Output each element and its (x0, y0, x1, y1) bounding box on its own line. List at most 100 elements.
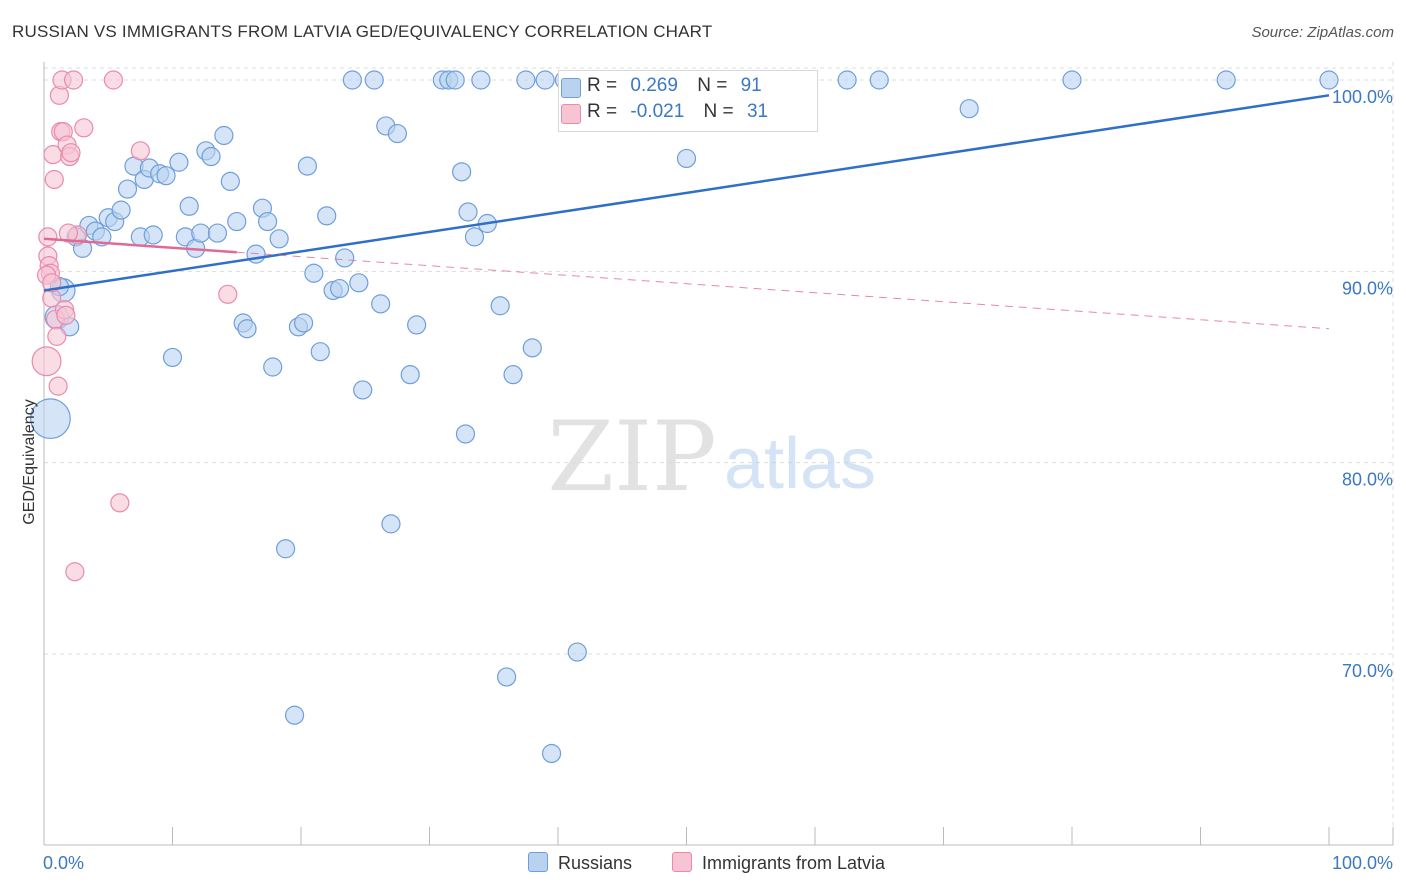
russians-point (567, 642, 587, 662)
legend-row-russians: R = 0.269 N = 91 (561, 75, 762, 101)
chart-title: RUSSIAN VS IMMIGRANTS FROM LATVIA GED/EQ… (12, 22, 713, 41)
y-tick-label: 70.0% (1342, 661, 1393, 681)
russians-point (329, 278, 350, 299)
russians-point (169, 152, 189, 172)
russians-point (445, 70, 465, 90)
points-layer (30, 70, 1339, 764)
russians-point (458, 202, 478, 222)
latvia-point (47, 326, 67, 346)
latvia-point (61, 143, 81, 163)
watermark: ZIP atlas (547, 401, 876, 513)
bottom-legend-latvia: Immigrants from Latvia (672, 852, 885, 874)
legend-r-label: R = (587, 101, 618, 122)
russians-point (497, 667, 517, 687)
russians-point (400, 365, 420, 385)
legend-n-label: N = (697, 75, 728, 96)
russians-point (490, 296, 510, 316)
latvia-point (65, 562, 85, 582)
russians-point (381, 514, 401, 534)
watermark-zip: ZIP (547, 401, 716, 513)
correlation-legend: R = 0.269 N = 91 R = -0.021 N = 31 (558, 70, 818, 132)
watermark-atlas: atlas (724, 424, 876, 504)
russians-point (201, 146, 221, 167)
russians-point (117, 179, 138, 199)
russians-point (516, 70, 536, 90)
russians-point (335, 248, 355, 268)
latvia-point (74, 118, 94, 138)
russians-point (837, 70, 857, 90)
y-tick-label: 90.0% (1342, 278, 1393, 298)
y-tick-label: 100.0% (1332, 87, 1393, 107)
latvia-trend-line-dashed (236, 251, 1330, 330)
latvia-point (103, 70, 123, 90)
russians-point (387, 123, 407, 144)
x-tick-label-right: 100.0% (1332, 853, 1393, 873)
russians-point (364, 70, 384, 90)
russians-point (371, 294, 391, 314)
russians-point (869, 70, 889, 90)
latvia-point (48, 376, 68, 396)
russians-point (30, 398, 71, 440)
legend-n-value: 31 (746, 101, 769, 122)
russians-point (275, 539, 296, 559)
russians-point (959, 99, 979, 119)
axis-layer: 100.0% 90.0% 80.0% 70.0% (43, 62, 1394, 846)
russians-point (293, 313, 314, 333)
russians-point (535, 70, 555, 90)
russians-point (179, 196, 199, 216)
russians-point (214, 125, 234, 146)
bottom-legend-label: Russians (558, 853, 633, 873)
russians-point (342, 70, 362, 90)
trend-layer (43, 94, 1330, 330)
russians-point (143, 225, 163, 245)
russians-point (220, 171, 240, 192)
russians-point (191, 223, 211, 243)
russians-point (304, 263, 324, 283)
russians-trend-line (43, 94, 1330, 292)
legend-r-value: -0.021 (630, 101, 685, 122)
legend-swatch-pink (561, 104, 581, 124)
russians-point (455, 424, 476, 444)
latvia-point (56, 305, 76, 325)
source-label: Source: ZipAtlas.com (1251, 24, 1394, 41)
russians-point (353, 380, 373, 400)
russians-point (452, 162, 472, 182)
russians-point (162, 347, 183, 368)
russians-point (464, 227, 485, 247)
russians-point (349, 273, 369, 293)
bottom-legend-label: Immigrants from Latvia (702, 853, 886, 873)
latvia-point (218, 284, 238, 304)
russians-point (111, 200, 131, 220)
legend-n-value: 91 (740, 75, 762, 96)
legend-n-label: N = (703, 101, 734, 122)
russians-point (522, 338, 542, 358)
latvia-point (63, 70, 84, 90)
y-tick-label: 80.0% (1342, 470, 1393, 490)
latvia-point (42, 273, 62, 293)
russians-point (1062, 70, 1082, 90)
latvia-point (44, 169, 64, 190)
russians-point (310, 342, 330, 362)
russians-point (1319, 70, 1339, 90)
russians-point (317, 206, 337, 226)
legend-swatch-blue (561, 78, 581, 98)
russians-point (297, 156, 318, 176)
legend-r-value: 0.269 (630, 75, 678, 96)
russians-point (269, 229, 289, 249)
russians-point (257, 211, 278, 232)
latvia-point (110, 493, 130, 513)
bottom-legend-russians: Russians (528, 852, 632, 874)
russians-point (1216, 70, 1236, 90)
legend-r-label: R = (587, 75, 618, 96)
russians-point (156, 166, 176, 186)
russians-point (207, 223, 228, 243)
russians-point (676, 148, 697, 169)
x-tick-label-left: 0.0% (43, 853, 84, 873)
latvia-point (31, 346, 62, 377)
russians-point (471, 70, 491, 90)
russians-point (237, 319, 257, 339)
russians-point (541, 743, 562, 764)
russians-point (227, 211, 247, 232)
russians-point (263, 357, 283, 377)
